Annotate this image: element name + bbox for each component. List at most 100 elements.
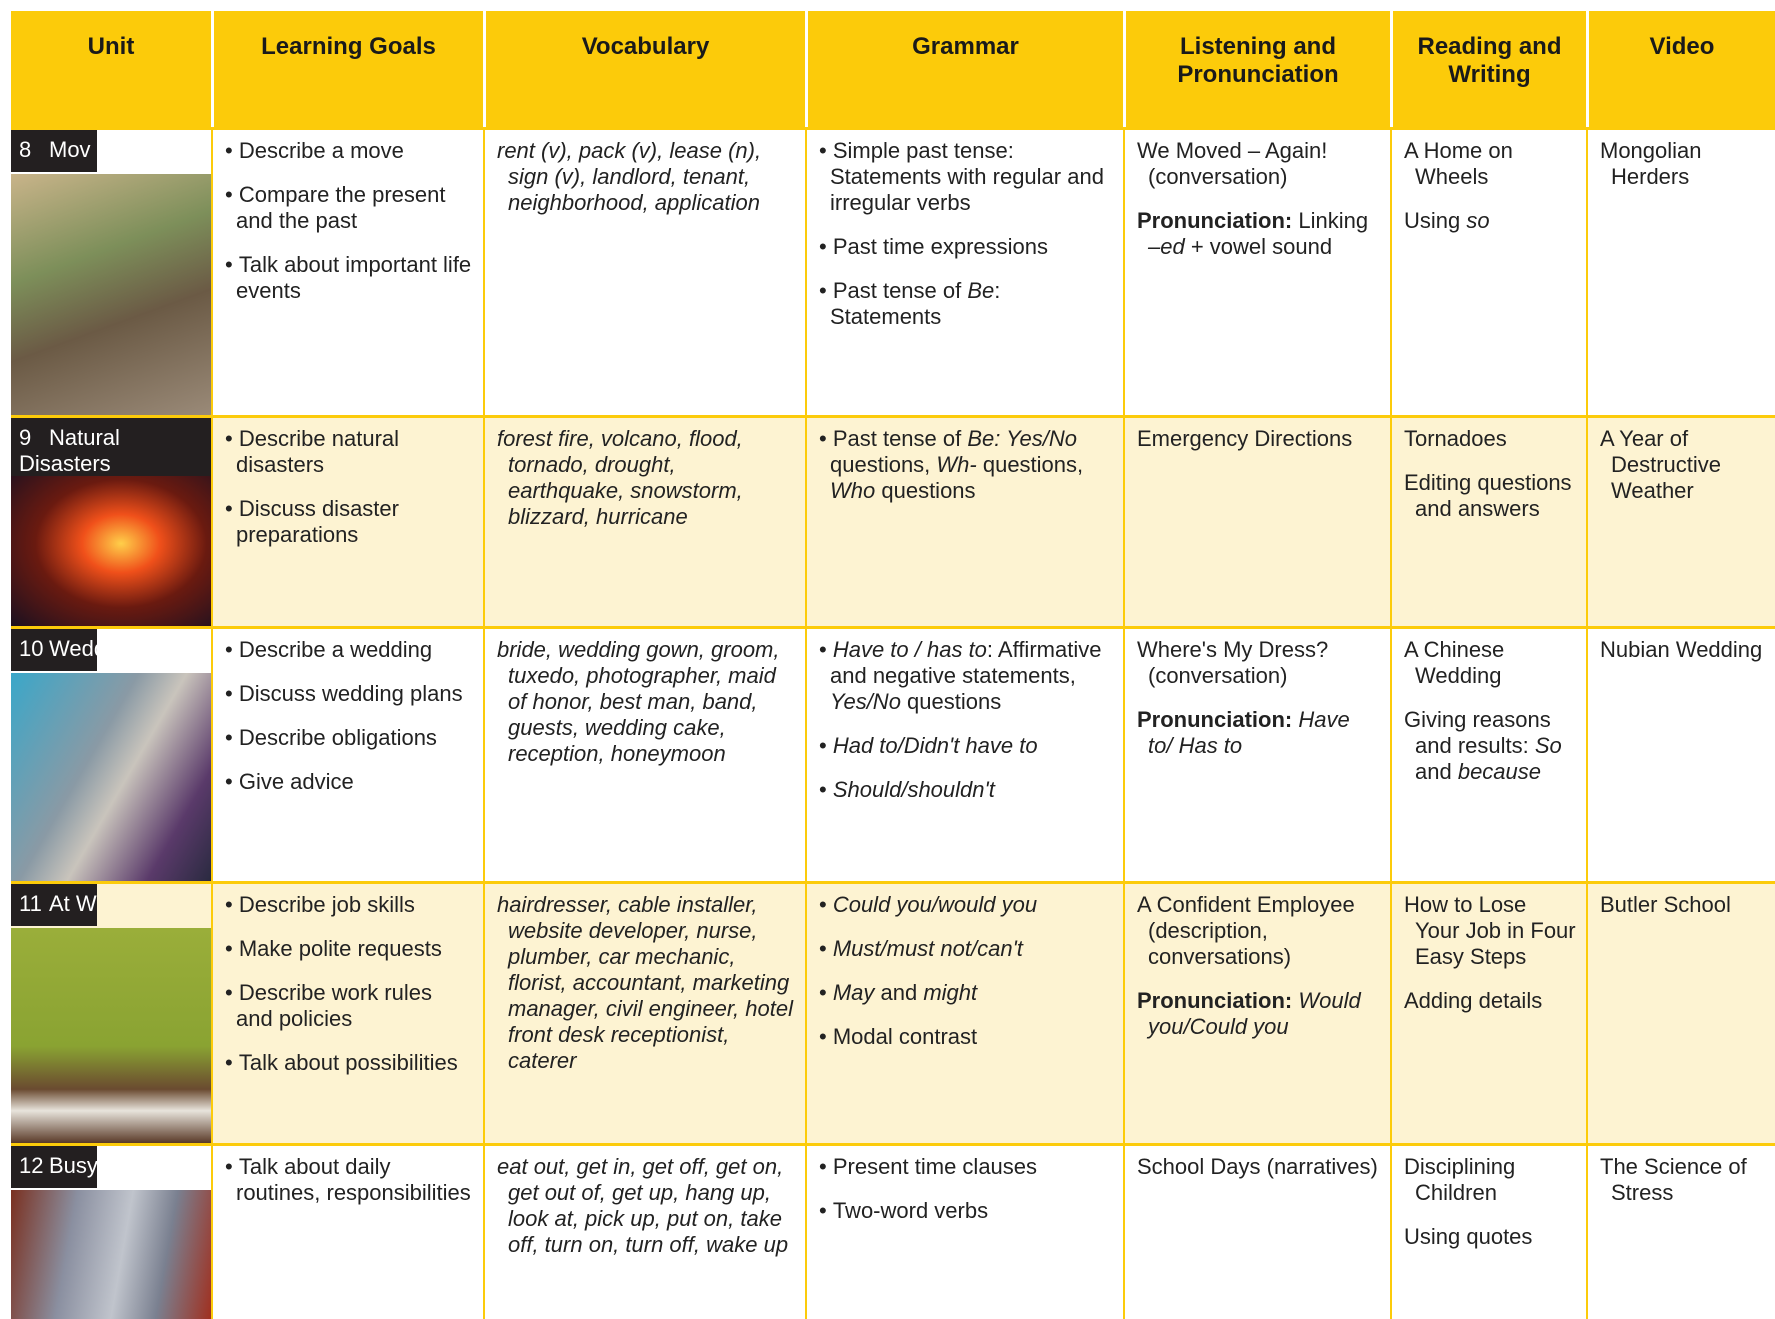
text: Tornadoes <box>1404 426 1507 451</box>
text: Giving reasons and results: <box>1404 707 1551 758</box>
text: Adding details <box>1404 988 1543 1013</box>
unit-title: Busy <box>49 1153 97 1178</box>
text: + vowel sound <box>1184 234 1333 259</box>
unit-number: 12 <box>19 1153 44 1178</box>
text: Past time expressions <box>832 234 1049 259</box>
text: Butler School <box>1600 892 1731 917</box>
unit-cell: 11 At Work <box>11 881 211 1143</box>
text: Using quotes <box>1404 1224 1533 1249</box>
italic-text: because <box>1457 759 1542 784</box>
bullet-item: Past tense of Be: Yes/No questions, Wh- … <box>819 426 1113 504</box>
bullet-item: Simple past tense: Statements with regul… <box>819 138 1113 216</box>
text: Past tense of <box>832 278 968 303</box>
italic-text: –ed <box>1148 234 1185 259</box>
text: questions <box>900 689 1002 714</box>
goals-cell: Talk about daily routines, responsibilit… <box>211 1143 483 1319</box>
bullet-item: Modal contrast <box>819 1024 1113 1050</box>
paragraph: Pronunciation: Would you/Could you <box>1137 988 1380 1040</box>
bullet-item: Describe a wedding <box>225 637 473 663</box>
unit-cell: 12 Busy <box>11 1143 211 1319</box>
reading-cell: Tornadoes Editing questions and answers <box>1390 415 1586 626</box>
italic-text: Yes/No <box>830 689 901 714</box>
paragraph: How to Lose Your Job in Four Easy Steps <box>1404 892 1576 970</box>
text: Describe work rules and policies <box>236 980 432 1031</box>
vocabulary-cell: eat out, get in, get off, get on, get ou… <box>483 1143 805 1319</box>
text: Disciplining Children <box>1404 1154 1516 1205</box>
bullet-item: Two-word verbs <box>819 1198 1113 1224</box>
unit-cell: 9 Natural Disasters <box>11 415 211 626</box>
text: A Year of Destructive Weather <box>1600 426 1722 503</box>
unit-label: 8 Mov <box>11 130 97 172</box>
italic-text: Who <box>830 478 876 503</box>
goals-cell: Describe natural disasters Discuss disast… <box>211 415 483 626</box>
italic-text: May <box>832 980 875 1005</box>
text: Discuss disaster preparations <box>236 496 399 547</box>
unit-cell: 10Wedd <box>11 626 211 881</box>
italic-text: Would you/Could you <box>1148 988 1361 1039</box>
column-header: Learning Goals <box>211 11 483 127</box>
paragraph: Pronunciation: Have to/ Has to <box>1137 707 1380 759</box>
bullet-item: Describe work rules and policies <box>225 980 473 1032</box>
bullet-item: Had to/Didn't have to <box>819 733 1113 759</box>
bullet-item: Could you/would you <box>819 892 1113 918</box>
text: questions, <box>830 452 937 477</box>
unit-photo <box>11 174 211 415</box>
italic-text: so <box>1466 208 1490 233</box>
bullet-item: Discuss disaster preparations <box>225 496 473 548</box>
vocabulary-cell: rent (v), pack (v), lease (n), sign (v),… <box>483 127 805 415</box>
italic-text: bride, wedding gown, groom, tuxedo, phot… <box>497 637 780 766</box>
paragraph: forest fire, volcano, flood, tornado, dr… <box>497 426 795 530</box>
italic-text: So <box>1534 733 1562 758</box>
video-cell: Butler School <box>1586 881 1775 1143</box>
listening-cell: Emergency Directions <box>1123 415 1390 626</box>
video-cell: Nubian Wedding <box>1586 626 1775 881</box>
video-cell: Mongolian Herders <box>1586 127 1775 415</box>
listening-cell: School Days (narratives) <box>1123 1143 1390 1319</box>
text: A Chinese Wedding <box>1404 637 1505 688</box>
paragraph: Giving reasons and results: So and becau… <box>1404 707 1576 785</box>
paragraph: We Moved – Again! (conversation) <box>1137 138 1380 190</box>
text: Nubian Wedding <box>1600 637 1763 662</box>
bold-text: Pronunciation: <box>1137 707 1293 732</box>
text: Compare the present and the past <box>236 182 446 233</box>
bullet-item: Make polite requests <box>225 936 473 962</box>
bullet-item: Compare the present and the past <box>225 182 473 234</box>
unit-photo <box>11 673 211 881</box>
text: A Confident Employee (description, conve… <box>1137 892 1355 969</box>
paragraph: Where's My Dress? (conversation) <box>1137 637 1380 689</box>
text: questions <box>875 478 976 503</box>
text: Describe natural disasters <box>236 426 400 477</box>
bullet-item: Describe job skills <box>225 892 473 918</box>
text: Two-word verbs <box>832 1198 989 1223</box>
unit-photo <box>11 476 211 626</box>
text: How to Lose Your Job in Four Easy Steps <box>1404 892 1576 969</box>
paragraph: Emergency Directions <box>1137 426 1380 452</box>
paragraph: eat out, get in, get off, get on, get ou… <box>497 1154 795 1258</box>
paragraph: Disciplining Children <box>1404 1154 1576 1206</box>
bullet-item: Describe obligations <box>225 725 473 751</box>
italic-text: Be: Yes/No <box>967 426 1078 451</box>
paragraph: Using so <box>1404 208 1576 234</box>
paragraph: Butler School <box>1600 892 1765 918</box>
text: Modal contrast <box>832 1024 978 1049</box>
text: : Statements <box>830 278 1001 329</box>
italic-text: rent (v), pack (v), lease (n), sign (v),… <box>497 138 762 215</box>
text: Describe a move <box>238 138 404 163</box>
unit-label: 10Wedd <box>11 629 97 671</box>
italic-text: Wh- <box>936 452 977 477</box>
listening-cell: A Confident Employee (description, conve… <box>1123 881 1390 1143</box>
text: Present time clauses <box>832 1154 1038 1179</box>
paragraph: Mongolian Herders <box>1600 138 1765 190</box>
italic-text: Should/shouldn't <box>832 777 995 802</box>
text: Linking <box>1292 208 1369 233</box>
text: Using <box>1404 208 1467 233</box>
bullet-item: Describe natural disasters <box>225 426 473 478</box>
bullet-item: Talk about possibilities <box>225 1050 473 1076</box>
bullet-item: Discuss wedding plans <box>225 681 473 707</box>
text: Discuss wedding plans <box>238 681 463 706</box>
bold-text: Pronunciation: <box>1137 988 1293 1013</box>
italic-text: eat out, get in, get off, get on, get ou… <box>497 1154 789 1257</box>
video-cell: A Year of Destructive Weather <box>1586 415 1775 626</box>
column-header: Reading and Writing <box>1390 11 1586 127</box>
bullet-item: May and might <box>819 980 1113 1006</box>
